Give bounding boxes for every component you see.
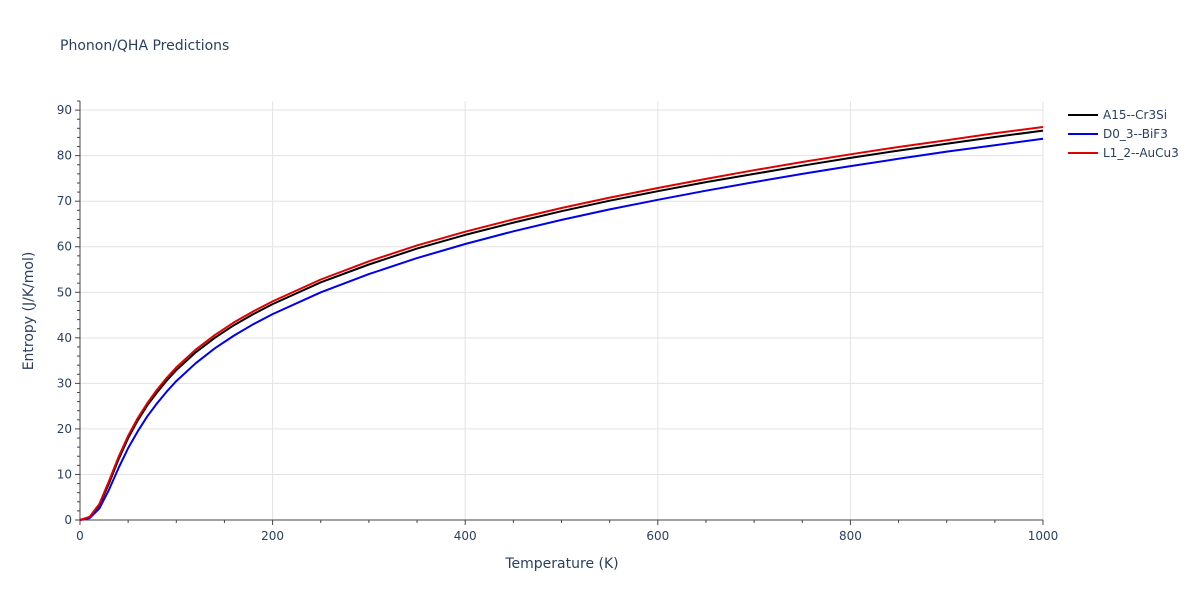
x-tick-label: 0 [76,529,84,543]
y-tick-label: 20 [57,422,72,436]
series-line-1 [79,137,1044,521]
series-layer [79,126,1044,521]
x-axis-title: Temperature (K) [504,556,618,572]
x-tick-label: 400 [454,529,477,543]
x-tick-label: 1000 [1028,529,1059,543]
tick-label-layer: 0 200 400 600 800 1000 0 10 20 30 40 50 60 70 80 90 [57,103,1059,543]
axes-layer [75,100,1044,525]
y-tick-label: 0 [64,513,72,527]
y-tick-label: 10 [57,467,72,481]
x-tick-label: 200 [261,529,284,543]
series-line-0 [79,129,1044,521]
y-tick-label: 80 [57,149,72,163]
series-line-2 [79,126,1044,521]
y-tick-label: 60 [57,240,72,254]
x-tick-label: 800 [839,529,862,543]
legend: A15--Cr3Si D0_3--BiF3 L1_2--AuCu3 [1068,108,1179,160]
y-tick-label: 70 [57,194,72,208]
legend-label[interactable]: A15--Cr3Si [1103,108,1167,122]
legend-label[interactable]: D0_3--BiF3 [1103,127,1168,141]
y-tick-label: 30 [57,376,72,390]
grid-layer [80,101,1044,520]
y-tick-label: 40 [57,331,72,345]
y-axis-title: Entropy (J/K/mol) [21,252,37,371]
x-tick-label: 600 [646,529,669,543]
y-tick-label: 90 [57,103,72,117]
y-tick-label: 50 [57,285,72,299]
legend-label[interactable]: L1_2--AuCu3 [1103,146,1179,160]
chart-title: Phonon/QHA Predictions [60,38,229,54]
